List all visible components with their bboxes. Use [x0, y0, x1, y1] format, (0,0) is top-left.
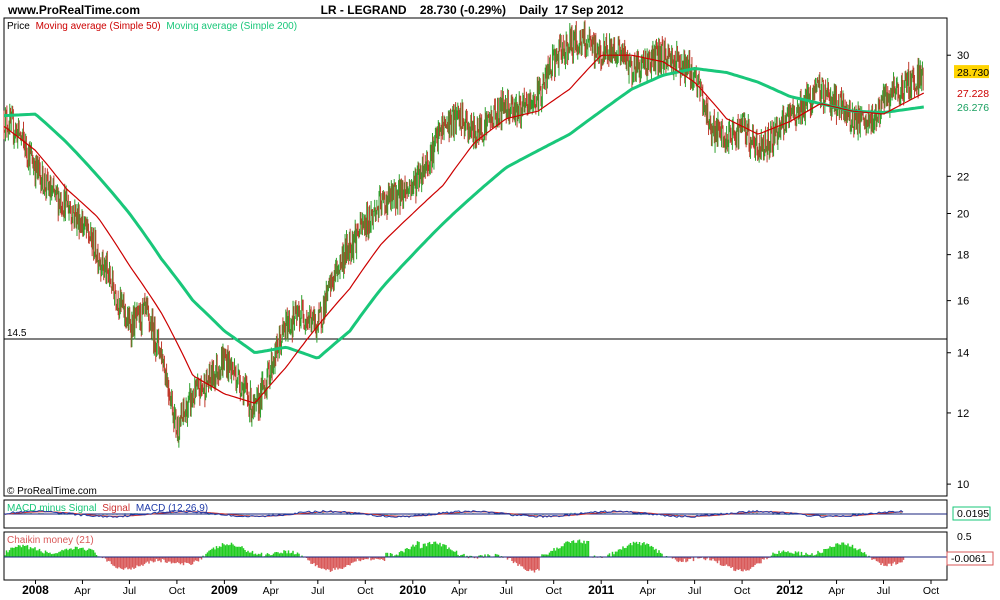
- x-tick-label: Oct: [357, 585, 373, 597]
- x-tick-label: Jul: [123, 585, 136, 597]
- x-tick-label: 2012: [776, 583, 803, 597]
- last-price-tag: [954, 65, 989, 79]
- ma200-last-value: 26.276: [957, 102, 989, 114]
- site-name: www.ProRealTime.com: [7, 3, 140, 17]
- x-tick-label: Apr: [263, 585, 280, 597]
- chaikin-bars: [4, 539, 905, 573]
- x-tick-label: 2011: [588, 583, 614, 597]
- x-tick-label: 2008: [22, 583, 49, 597]
- x-tick-label: 2009: [211, 583, 238, 597]
- y-tick-label: 30: [957, 50, 969, 62]
- price-axis: 10 12 14 16 18 20 22 30: [947, 50, 969, 491]
- y-tick-label: 14: [957, 348, 969, 360]
- x-tick-label: Jul: [877, 585, 890, 597]
- x-axis: 2008 Apr Jul Oct 2009 Apr Jul Oct 2010 Apr Jul Oct 2…: [22, 580, 939, 597]
- y-tick-label: 16: [957, 296, 969, 308]
- legend-price: Price: [7, 21, 30, 32]
- ma50-line: [3, 54, 925, 404]
- macd-value-tag: [952, 506, 991, 521]
- macd-signal-label: Signal: [102, 503, 130, 514]
- chart-title: LR - LEGRAND 28.730 (-0.29%) Daily 17 Se…: [321, 3, 624, 17]
- macd-value: 0.0195: [957, 508, 989, 520]
- y-tick-label: 18: [957, 250, 969, 262]
- copyright: © ProRealTime.com: [7, 486, 97, 497]
- ma50-last-value: 27.228: [957, 88, 989, 100]
- chaikin-scale-top: 0.5: [957, 531, 972, 543]
- x-tick-label: Oct: [546, 585, 562, 597]
- x-tick-label: Apr: [74, 585, 91, 597]
- chaikin-value-tag: [946, 551, 994, 566]
- macd-legend: MACD minus Signal Signal MACD (12,26,9): [7, 503, 208, 514]
- x-tick-label: 2010: [399, 583, 426, 597]
- y-tick-label: 10: [957, 479, 969, 491]
- y-tick-label: 12: [957, 408, 969, 420]
- reference-line-label: 14.5: [7, 328, 27, 339]
- x-tick-label: Apr: [828, 585, 845, 597]
- last-price-value: 28.730: [957, 67, 989, 79]
- macd-hist-label: MACD minus Signal: [7, 503, 96, 514]
- x-tick-label: Apr: [639, 585, 656, 597]
- y-tick-label: 20: [957, 209, 969, 221]
- ma200-line: [3, 67, 924, 360]
- x-tick-label: Jul: [688, 585, 701, 597]
- legend-ma50: Moving average (Simple 50): [36, 21, 161, 32]
- chaikin-label: Chaikin money (21): [7, 535, 94, 546]
- macd-signal-line: [4, 511, 904, 517]
- x-tick-label: Jul: [311, 585, 324, 597]
- y-tick-label: 22: [957, 171, 969, 183]
- legend: Price Moving average (Simple 50) Moving …: [7, 21, 297, 32]
- legend-ma200: Moving average (Simple 200): [166, 21, 297, 32]
- x-tick-label: Jul: [499, 585, 512, 597]
- x-tick-label: Oct: [734, 585, 750, 597]
- macd-label: MACD (12,26,9): [136, 503, 208, 514]
- chaikin-value: -0.0061: [951, 553, 987, 565]
- x-tick-label: Oct: [923, 585, 939, 597]
- macd-line: [4, 509, 904, 518]
- x-tick-label: Oct: [169, 585, 185, 597]
- x-tick-label: Apr: [451, 585, 468, 597]
